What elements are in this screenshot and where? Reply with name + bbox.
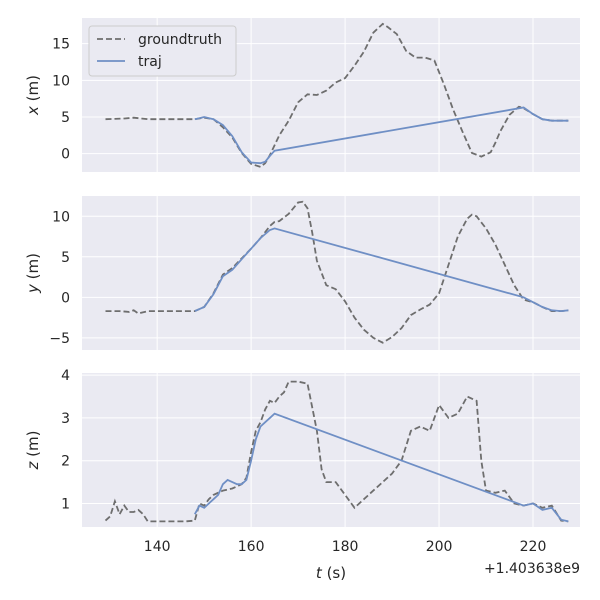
y-tick-label: 10 [52, 73, 70, 89]
series-traj-line [194, 106, 569, 165]
x-tick-label: 160 [238, 539, 265, 555]
panel-1: 0 5 10 15 x (m) groundtruth traj [24, 18, 580, 172]
y-tick-label: 4 [61, 368, 70, 384]
x-tick-label: 220 [520, 539, 547, 555]
panel-3: 1 2 3 4 z (m) 140 160 180 200 220 [24, 368, 580, 555]
y-tick-label: 5 [61, 110, 70, 126]
y-tick-label: 0 [61, 290, 70, 306]
plot-area [82, 196, 580, 350]
y-axis-label: z (m) [24, 431, 42, 471]
y-tick-label: 15 [52, 37, 70, 53]
x-tick-label: 140 [144, 539, 171, 555]
series-traj-line [194, 412, 569, 523]
x-tick-label: 180 [332, 539, 359, 555]
panel-2: −5 0 5 10 y (m) [24, 196, 580, 350]
y-axis-label: x (m) [24, 75, 42, 116]
x-axis-label: t (s) [316, 564, 346, 582]
legend-entry-traj: traj [138, 54, 162, 70]
y-tick-label: 5 [61, 250, 70, 266]
legend-box [88, 25, 237, 77]
series-groundtruth-line [105, 200, 569, 344]
series-traj-line [194, 227, 569, 313]
y-tick-label: −5 [49, 331, 70, 347]
y-tick-label: 3 [61, 411, 70, 427]
x-offset-label: +1.403638e9 [484, 561, 580, 577]
x-tick-label: 200 [426, 539, 453, 555]
legend-entry-groundtruth: groundtruth [138, 32, 222, 48]
y-tick-label: 1 [61, 496, 70, 512]
y-tick-label: 0 [61, 147, 70, 163]
legend: groundtruth traj [88, 25, 237, 77]
y-axis-label: y (m) [24, 253, 42, 294]
plot-area [82, 373, 580, 527]
series-groundtruth-line [104, 380, 569, 523]
y-tick-label: 2 [61, 454, 70, 470]
y-tick-label: 10 [52, 209, 70, 225]
series-groundtruth-line [105, 22, 569, 168]
